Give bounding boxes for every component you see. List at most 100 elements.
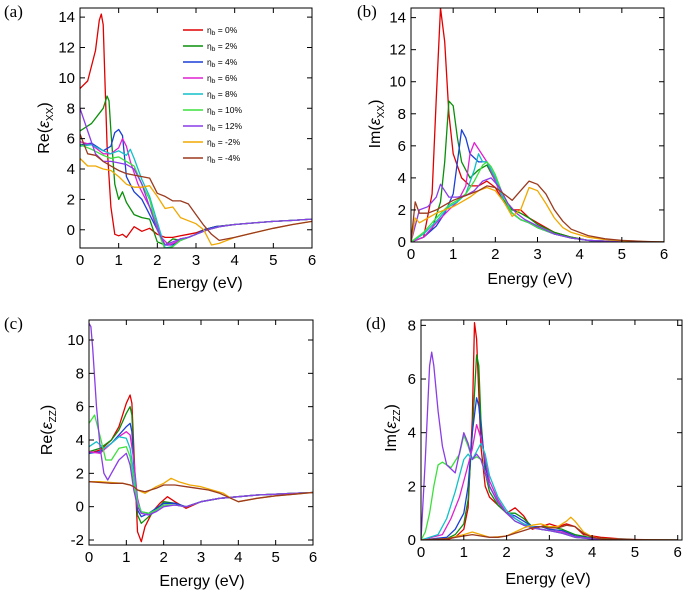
panel-c-xlabel: Energy (eV) bbox=[159, 573, 244, 590]
legend-label-6: ηb = 12% bbox=[207, 121, 243, 133]
panel-b: (b) Im(εXX) Energy (eV) 0 1 2 3 4 5 6024681012… bbox=[357, 2, 668, 288]
panel-c-xtick-label-0: 0 bbox=[85, 549, 93, 566]
panel-b-xtick-label-4: 4 bbox=[575, 246, 583, 263]
panel-b-series-line-6 bbox=[411, 177, 664, 242]
panel-b-ytick-label-7: 14 bbox=[389, 10, 406, 27]
panel-c-xtick-label-3: 3 bbox=[197, 549, 205, 566]
panel-c-axes-frame bbox=[88, 319, 314, 546]
panel-c-series-line-6 bbox=[89, 322, 313, 516]
panel-b-ytick-label-4: 8 bbox=[398, 106, 406, 123]
panel-b-series-line-4 bbox=[411, 153, 664, 242]
panel-d-label: (d) bbox=[366, 314, 386, 333]
panel-d-xtick-label-1: 1 bbox=[460, 544, 468, 561]
panel-c-ytick-label-6: 10 bbox=[67, 332, 84, 349]
panel-a: (a) Re(εXX) Energy (eV) 0 1 2 3 4 5 6024681012… bbox=[4, 2, 316, 292]
panel-a-ytick-label-7: 14 bbox=[58, 9, 75, 26]
panel-b-ytick-label-6: 12 bbox=[389, 42, 406, 59]
panel-c-ylabel: Re(εZZ) bbox=[39, 405, 59, 455]
panel-d-xtick-label-3: 3 bbox=[545, 544, 553, 561]
panel-c-ytick-label-4: 6 bbox=[76, 399, 84, 416]
panel-c-series-line-5 bbox=[89, 414, 313, 514]
panel-b-ytick-label-5: 10 bbox=[389, 74, 406, 91]
panel-a-xtick-label-2: 2 bbox=[153, 252, 161, 269]
panel-c-ytick-label-3: 4 bbox=[76, 432, 84, 449]
panel-c-ytick-label-1: 0 bbox=[76, 499, 84, 516]
panel-b-ytick-label-2: 4 bbox=[398, 170, 406, 187]
panel-d-xtick-label-5: 5 bbox=[631, 544, 639, 561]
panel-a-ytick-label-2: 4 bbox=[67, 161, 75, 178]
panel-a-label: (a) bbox=[4, 2, 23, 21]
panel-b-ytick-label-3: 6 bbox=[398, 138, 406, 155]
panel-a-xtick-label-3: 3 bbox=[192, 252, 200, 269]
panel-d-series-line-8 bbox=[421, 524, 678, 540]
panel-d-ylabel: Im(εZZ) bbox=[383, 404, 403, 452]
panel-a-series-line-3 bbox=[80, 137, 312, 246]
legend-label-1: ηb = 2% bbox=[207, 41, 238, 53]
panel-a-xtick-label-4: 4 bbox=[230, 252, 238, 269]
panel-d-xtick-label-4: 4 bbox=[588, 544, 596, 561]
panel-d-series-line-1 bbox=[421, 354, 678, 540]
panel-a-xtick-label-1: 1 bbox=[114, 252, 122, 269]
panel-b-xtick-label-0: 0 bbox=[407, 246, 415, 263]
panel-b-xtick-label-6: 6 bbox=[660, 246, 668, 263]
panel-a-ytick-label-4: 8 bbox=[67, 100, 75, 117]
panel-a-xtick-label-6: 6 bbox=[308, 252, 316, 269]
panel-d-xtick-label-0: 0 bbox=[417, 544, 425, 561]
panel-a-ytick-label-3: 6 bbox=[67, 131, 75, 148]
panel-c-ytick-label-2: 2 bbox=[76, 465, 84, 482]
panel-c-xtick-label-2: 2 bbox=[159, 549, 167, 566]
panel-b-ytick-label-1: 2 bbox=[398, 202, 406, 219]
panel-c-xtick-label-4: 4 bbox=[234, 549, 242, 566]
panel-d-axes-frame bbox=[420, 319, 683, 541]
panel-d-ytick-label-2: 4 bbox=[408, 425, 416, 442]
panel-d-xlabel: Energy (eV) bbox=[505, 571, 590, 588]
panel-a-ytick-label-0: 0 bbox=[67, 222, 75, 239]
panel-c-xtick-label-6: 6 bbox=[309, 549, 317, 566]
panel-d-series-line-6 bbox=[421, 351, 678, 540]
panel-d-series-line-2 bbox=[421, 397, 678, 540]
legend-label-4: ηb = 8% bbox=[207, 89, 238, 101]
panel-b-series-line-1 bbox=[411, 100, 664, 242]
legend-label-2: ηb = 4% bbox=[207, 57, 238, 69]
panel-b-ytick-label-0: 0 bbox=[398, 234, 406, 251]
panel-c-series-line-8 bbox=[89, 481, 313, 503]
panel-c-xtick-label-1: 1 bbox=[122, 549, 130, 566]
panel-c-series-line-0 bbox=[89, 394, 313, 543]
panel-a-xlabel: Energy (eV) bbox=[157, 275, 242, 292]
panel-a-series-line-8 bbox=[80, 133, 312, 242]
panel-b-xtick-label-1: 1 bbox=[449, 246, 457, 263]
legend-label-8: ηb = -4% bbox=[207, 153, 241, 165]
panel-d-series-line-3 bbox=[421, 423, 678, 540]
panel-c-series-line-3 bbox=[89, 431, 313, 516]
panel-b-xtick-label-3: 3 bbox=[533, 246, 541, 263]
panel-d-series-line-4 bbox=[421, 442, 678, 540]
panel-d-ytick-label-4: 8 bbox=[408, 317, 416, 334]
legend-label-7: ηb = -2% bbox=[207, 137, 241, 149]
panel-d-plot-area: 0 1 2 3 4 5 6 0 2 4 6 8 bbox=[408, 317, 683, 561]
panel-d-ytick-label-0: 0 bbox=[408, 532, 416, 549]
panel-c-ytick-label-0: -2 bbox=[71, 532, 84, 549]
legend-label-0: ηb = 0% bbox=[207, 25, 238, 37]
panel-d-xtick-label-2: 2 bbox=[502, 544, 510, 561]
panel-d: (d) Im(εZZ) Energy (eV) 0 1 2 3 4 5 6 0 2 4 6 8 bbox=[366, 314, 683, 588]
panel-a-axes-frame bbox=[79, 7, 313, 249]
panel-a-series-line-6 bbox=[80, 108, 312, 246]
panel-b-xtick-label-2: 2 bbox=[491, 246, 499, 263]
panel-a-series-line-1 bbox=[80, 95, 312, 246]
panel-a-ylabel: Re(εXX) bbox=[36, 102, 56, 153]
panel-a-xtick-label-5: 5 bbox=[269, 252, 277, 269]
panel-b-label: (b) bbox=[357, 2, 377, 21]
panel-d-series-line-0 bbox=[421, 322, 678, 540]
panel-d-ytick-label-1: 2 bbox=[408, 478, 416, 495]
panel-a-ytick-label-5: 10 bbox=[58, 70, 75, 87]
legend: ηb = 0% ηb = 2% ηb = 4% ηb = 6% ηb = 8% … bbox=[183, 25, 243, 165]
panel-a-ytick-label-6: 12 bbox=[58, 39, 75, 56]
panel-d-xtick-label-6: 6 bbox=[674, 544, 682, 561]
panel-b-series-line-7 bbox=[411, 186, 664, 242]
legend-label-3: ηb = 6% bbox=[207, 73, 238, 85]
